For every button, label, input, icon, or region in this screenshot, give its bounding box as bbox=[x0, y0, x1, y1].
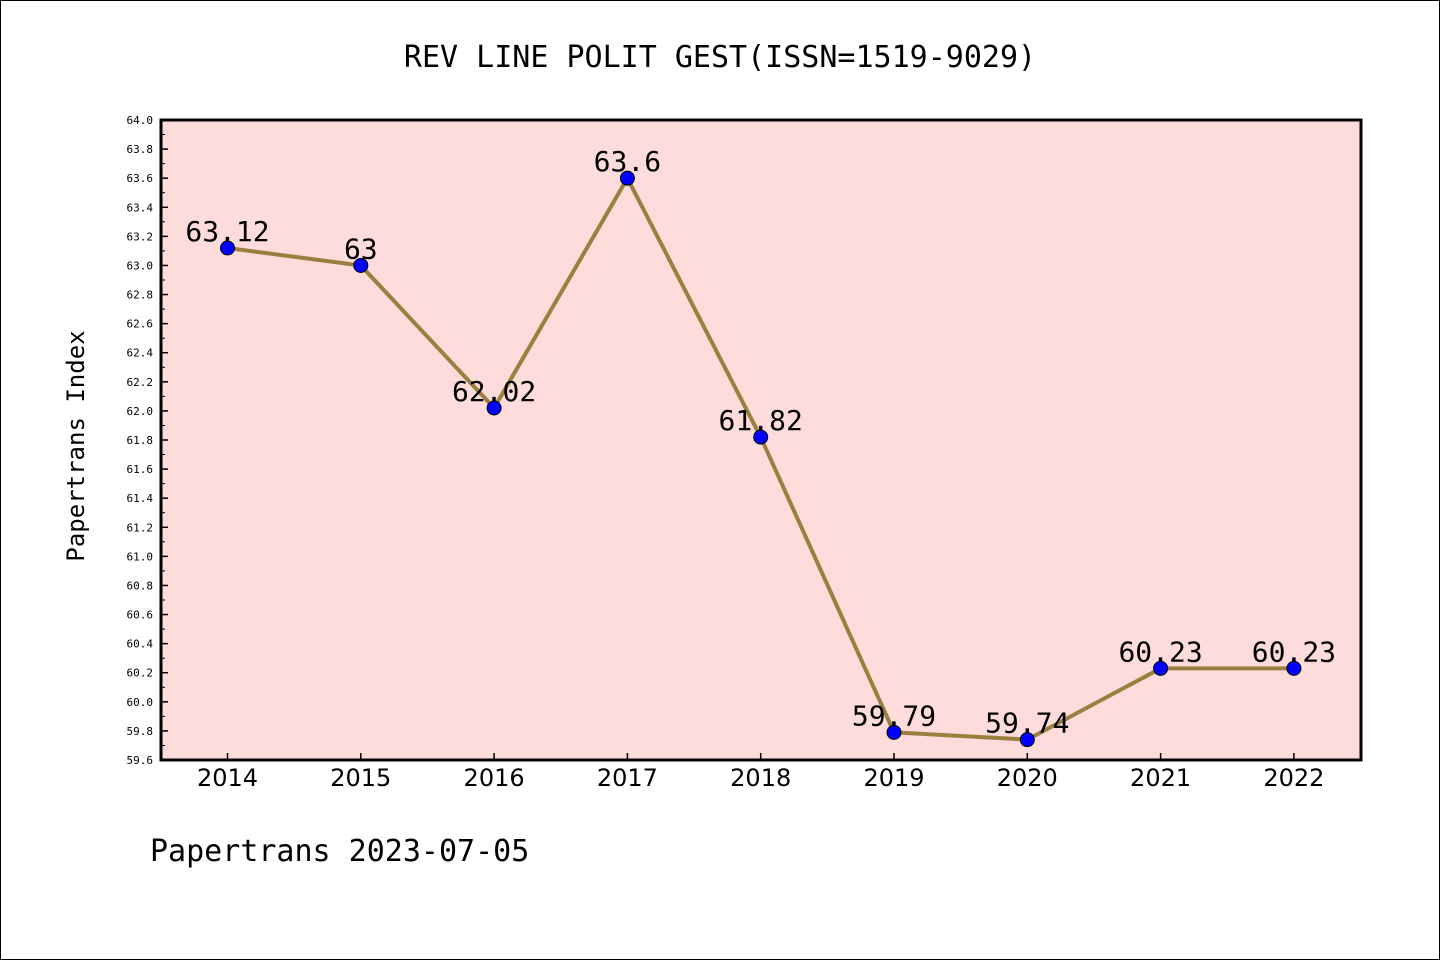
y-tick-label: 61.4 bbox=[127, 492, 154, 505]
x-axis: 2014 2015 2016 2017 2018 2019 2020 2021 2022 bbox=[197, 753, 1324, 792]
y-tick-label: 62.4 bbox=[127, 347, 154, 360]
y-tick-label: 62.2 bbox=[127, 376, 154, 389]
data-point bbox=[1019, 732, 1035, 748]
y-tick-label: 62.8 bbox=[127, 289, 154, 302]
data-label: 62.02 bbox=[452, 375, 536, 408]
data-point bbox=[353, 257, 369, 273]
data-point bbox=[1286, 660, 1302, 676]
y-tick-label: 64.0 bbox=[127, 114, 154, 127]
x-tick-label: 2022 bbox=[1263, 764, 1324, 792]
x-tick-label: 2019 bbox=[863, 764, 924, 792]
y-tick-label: 59.8 bbox=[127, 725, 154, 738]
data-label: 60.23 bbox=[1252, 635, 1336, 668]
data-point bbox=[753, 429, 769, 445]
y-axis: 59.6 59.8 60.0 60.2 60.4 60.6 60.8 61.0 61.2 61.4… bbox=[127, 114, 168, 767]
y-tick-label: 62.6 bbox=[127, 318, 154, 331]
y-tick-label: 61.6 bbox=[127, 463, 154, 476]
data-label: 63.12 bbox=[185, 215, 269, 248]
data-label: 59.74 bbox=[985, 707, 1069, 740]
data-label: 63.6 bbox=[594, 145, 661, 178]
y-tick-label: 61.2 bbox=[127, 521, 154, 534]
data-label: 61.82 bbox=[719, 404, 803, 437]
y-tick-label: 60.8 bbox=[127, 579, 154, 592]
chart-title: REV LINE POLIT GEST(ISSN=1519-9029) bbox=[404, 40, 1036, 75]
x-tick-label: 2016 bbox=[464, 764, 525, 792]
y-tick-label: 59.6 bbox=[127, 754, 154, 767]
data-label: 63 bbox=[344, 232, 378, 265]
x-tick-label: 2021 bbox=[1130, 764, 1191, 792]
y-tick-label: 61.0 bbox=[127, 550, 154, 563]
data-point bbox=[619, 170, 635, 186]
y-tick-label: 62.0 bbox=[127, 405, 154, 418]
x-tick-label: 2015 bbox=[330, 764, 391, 792]
y-tick-label: 63.4 bbox=[127, 201, 154, 214]
y-tick-label: 63.2 bbox=[127, 230, 154, 243]
x-tick-label: 2017 bbox=[597, 764, 658, 792]
data-point bbox=[220, 240, 235, 256]
y-tick-label: 60.4 bbox=[127, 638, 154, 651]
y-axis-label: Papertrans Index bbox=[62, 330, 90, 561]
y-tick-label: 61.8 bbox=[127, 434, 154, 447]
data-label: 60.23 bbox=[1118, 635, 1202, 668]
y-tick-label: 63.6 bbox=[127, 172, 154, 185]
y-tick-label: 60.2 bbox=[127, 667, 154, 680]
data-point bbox=[886, 724, 902, 740]
x-tick-label: 2014 bbox=[197, 764, 258, 792]
y-tick-label: 63.8 bbox=[127, 143, 154, 156]
y-tick-label: 60.0 bbox=[127, 696, 154, 709]
x-tick-label: 2018 bbox=[730, 764, 791, 792]
data-point bbox=[1153, 660, 1169, 676]
series-group: 63.12 63 62.02 63.6 61.82 59.79 59.74 60.23 60.2… bbox=[185, 145, 1336, 748]
y-tick-label: 60.6 bbox=[127, 609, 154, 622]
x-tick-label: 2020 bbox=[997, 764, 1058, 792]
data-point bbox=[486, 400, 502, 416]
footer-text: Papertrans 2023-07-05 bbox=[150, 834, 530, 869]
y-tick-label: 63.0 bbox=[127, 259, 154, 272]
data-label: 59.79 bbox=[852, 699, 936, 732]
plot-area bbox=[159, 118, 1363, 762]
